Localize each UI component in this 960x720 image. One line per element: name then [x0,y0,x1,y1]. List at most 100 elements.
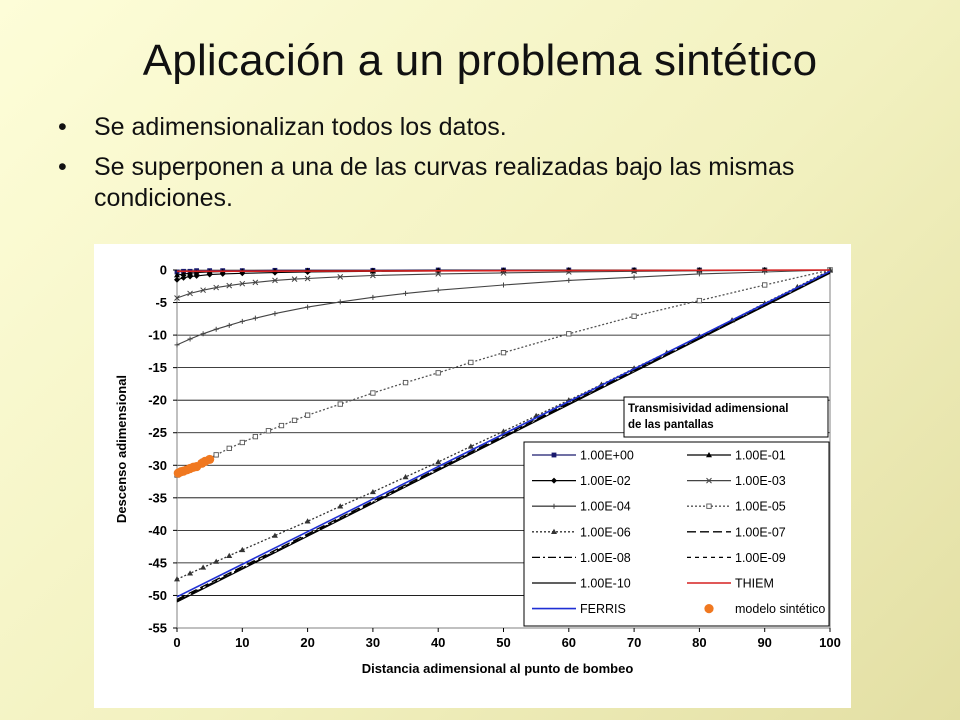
series-1-00e-04 [174,267,833,348]
data-point [226,552,233,558]
legend-label: 1.00E-09 [735,551,786,565]
legend-item: 1.00E-04 [532,500,631,514]
data-point [187,273,194,280]
bullet-item: • Se adimensionalizan todos los datos. [58,112,918,143]
x-tick-label: 70 [627,635,641,650]
bullet-marker: • [58,153,67,181]
data-point [337,273,344,280]
data-point [631,313,637,319]
legend-label: 1.00E-02 [580,474,631,488]
data-point [252,315,258,321]
legend-item: 1.00E-10 [532,577,631,591]
x-tick-label: 100 [819,635,841,650]
data-point [500,350,507,356]
series-line [176,271,831,600]
data-point [206,271,213,278]
data-point [402,473,409,480]
data-point [205,454,215,465]
legend-label: THIEM [735,577,774,591]
data-point [467,443,474,449]
y-tick-label: 0 [160,263,167,278]
x-tick-label: 90 [757,635,771,650]
data-point [337,503,344,509]
legend-label: 1.00E+00 [580,449,634,463]
data-point [213,558,220,564]
chart: 0 -5 -10 -15 -20 -25 -30 -35 -40 -45 -50 -55 0 10 20 30… [114,263,841,677]
data-point [174,269,180,275]
y-axis-title: Descenso adimensional [114,375,129,523]
data-point [827,267,833,273]
x-tick-label: 20 [300,635,314,650]
data-point [239,318,245,324]
legend-label: 1.00E-01 [735,449,786,463]
data-point [566,277,572,283]
bullet-list: • Se adimensionalizan todos los datos. •… [58,112,918,223]
y-tick-label: -45 [148,555,167,570]
legend-label: 1.00E-06 [580,525,631,539]
legend-swatch-marker [704,604,714,614]
x-tick-label: 40 [431,635,445,650]
data-point [370,272,376,279]
data-point [304,275,311,282]
legend-item: 1.00E-03 [687,474,786,488]
data-point [193,269,200,275]
bullet-text: Se superponen a una de las curvas realiz… [94,153,795,212]
data-point [500,428,507,434]
data-point [193,272,200,279]
data-point [174,576,180,582]
legend-label: 1.00E-10 [580,577,631,591]
legend-item: 1.00E-06 [532,525,631,539]
x-tick-label: 0 [173,635,180,650]
data-point [200,287,206,294]
data-point [337,299,343,305]
y-tick-label: -20 [148,393,167,408]
data-point [174,295,180,301]
data-point [291,417,298,424]
data-point [762,282,768,288]
series-thiem [176,269,831,273]
legend-item: 1.00E-08 [532,551,631,565]
legend-item: FERRIS [532,602,626,616]
legend-item: 1.00E-02 [532,474,631,488]
legend-swatch-marker [706,503,712,509]
data-point [501,282,506,288]
legend: Transmisividad adimensional de las pantal… [523,396,830,627]
x-axis-title: Distancia adimensional al punto de bombe… [362,661,634,676]
data-point [187,290,193,297]
y-tick-label: -25 [148,425,167,440]
data-point [566,331,572,337]
legend-box [523,441,830,627]
chart-panel: 0 -5 -10 -15 -20 -25 -30 -35 -40 -45 -50 -55 0 10 20 30… [94,244,851,708]
legend-swatch-marker [706,452,712,458]
legend-item: 1.00E-07 [687,525,786,539]
bullet-marker: • [58,113,67,141]
legend-item: 1.00E-01 [687,449,786,463]
legend-label: 1.00E-07 [735,525,786,539]
data-point [435,370,441,376]
data-point [239,280,246,287]
legend-item: modelo sintético [704,602,825,616]
legend-swatch-marker [551,452,557,458]
slide-title: Aplicación a un problema sintético [142,36,818,85]
bullet-text: Se adimensionalizan todos los datos. [94,113,507,141]
legend-item: 1.00E+00 [532,449,634,463]
data-point [180,270,187,277]
x-tick-label: 80 [692,635,706,650]
series-modelo-sint-tico [173,454,215,478]
data-point [435,271,442,277]
data-point [252,433,259,440]
data-point [272,311,278,317]
y-tick-label: -40 [148,523,167,538]
x-tick-label: 10 [235,635,249,650]
data-point [213,284,220,291]
data-point [239,439,245,446]
legend-item: 1.00E-09 [687,551,786,565]
series-1-00e-10 [176,272,831,603]
data-point [370,390,376,396]
data-point [226,445,232,451]
data-point [370,294,376,300]
data-point [696,271,702,277]
data-point [226,322,232,328]
data-point [187,336,193,342]
series-ferris [176,270,831,598]
